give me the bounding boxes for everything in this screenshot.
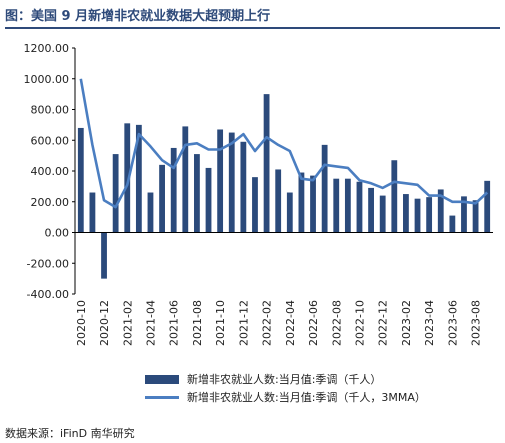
bar — [217, 129, 224, 233]
x-tick-label: 2021-10 — [214, 300, 227, 346]
x-tick-label: 2020-12 — [98, 300, 111, 346]
bar — [298, 172, 305, 233]
y-tick-label: -400.00 — [27, 288, 69, 301]
bar — [205, 167, 212, 233]
legend: 新增非农就业人数:当月值:季调（千人） 新增非农就业人数:当月值:季调（千人，3… — [145, 370, 426, 406]
chart-title: 图：美国 9 月新增非农就业数据大超预期上行 — [5, 9, 271, 24]
legend-item-line: 新增非农就业人数:当月值:季调（千人，3MMA） — [145, 388, 426, 406]
bar — [170, 147, 177, 233]
bar — [147, 192, 154, 233]
x-tick-label: 2022-02 — [261, 300, 274, 346]
x-tick-label: 2023-08 — [470, 300, 483, 346]
y-tick-label: 1200.00 — [24, 42, 70, 55]
title-underline — [5, 27, 500, 29]
x-tick-label: 2022-06 — [307, 300, 320, 346]
bar — [228, 132, 235, 233]
bar — [403, 194, 409, 233]
x-tick-label: 2023-02 — [400, 300, 413, 346]
bar — [437, 189, 444, 233]
bar — [124, 123, 131, 233]
bar — [112, 154, 119, 233]
x-tick-label: 2022-08 — [330, 300, 343, 346]
bar — [194, 154, 200, 233]
x-tick-label: 2022-10 — [353, 300, 366, 346]
legend-swatch-bar — [145, 374, 179, 384]
bar — [484, 180, 491, 233]
bar — [472, 200, 479, 233]
y-tick-label: 800.00 — [31, 104, 70, 117]
bar — [135, 124, 142, 233]
y-tick-label: 400.00 — [31, 165, 70, 178]
bar — [368, 187, 374, 233]
legend-label-bars: 新增非农就业人数:当月值:季调（千人） — [187, 373, 382, 386]
bar — [182, 126, 189, 233]
y-tick-label: 200.00 — [31, 196, 70, 209]
bar — [159, 164, 165, 233]
x-tick-label: 2023-06 — [446, 300, 459, 346]
x-tick-label: 2021-12 — [237, 300, 250, 346]
y-tick-label: 600.00 — [31, 134, 70, 147]
bar — [286, 192, 293, 233]
x-tick-label: 2020-10 — [75, 300, 88, 346]
bar — [333, 178, 340, 233]
y-tick-label: -200.00 — [27, 257, 69, 270]
bar — [379, 195, 386, 233]
x-tick-label: 2021-08 — [191, 300, 204, 346]
series-line-3mma — [79, 78, 489, 209]
bar — [275, 169, 282, 233]
legend-label-line: 新增非农就业人数:当月值:季调（千人，3MMA） — [187, 391, 426, 404]
bar — [391, 160, 398, 233]
bar — [449, 215, 456, 233]
bar — [263, 94, 270, 233]
source-note: 数据来源：iFinD 南华研究 — [5, 427, 135, 440]
bar — [310, 175, 316, 233]
x-tick-label: 2021-02 — [121, 300, 134, 346]
bar — [356, 181, 363, 233]
x-tick-label: 2023-04 — [423, 300, 436, 346]
bar — [321, 144, 328, 233]
bar — [344, 178, 351, 233]
bar — [414, 198, 421, 233]
legend-item-bars: 新增非农就业人数:当月值:季调（千人） — [145, 370, 426, 388]
x-tick-label: 2022-12 — [377, 300, 390, 346]
y-tick-label: 0.00 — [45, 227, 70, 240]
bar — [461, 196, 467, 233]
x-tick-label: 2021-06 — [168, 300, 181, 346]
y-tick-label: 1000.00 — [24, 73, 70, 86]
legend-swatch-line — [145, 395, 179, 399]
bar — [426, 197, 433, 233]
x-tick-label: 2022-04 — [284, 300, 297, 346]
bar — [240, 141, 247, 233]
bar — [101, 232, 107, 279]
x-tick-label: 2021-04 — [144, 300, 157, 346]
bar — [252, 177, 258, 233]
bar — [77, 127, 84, 233]
bar — [89, 192, 96, 233]
